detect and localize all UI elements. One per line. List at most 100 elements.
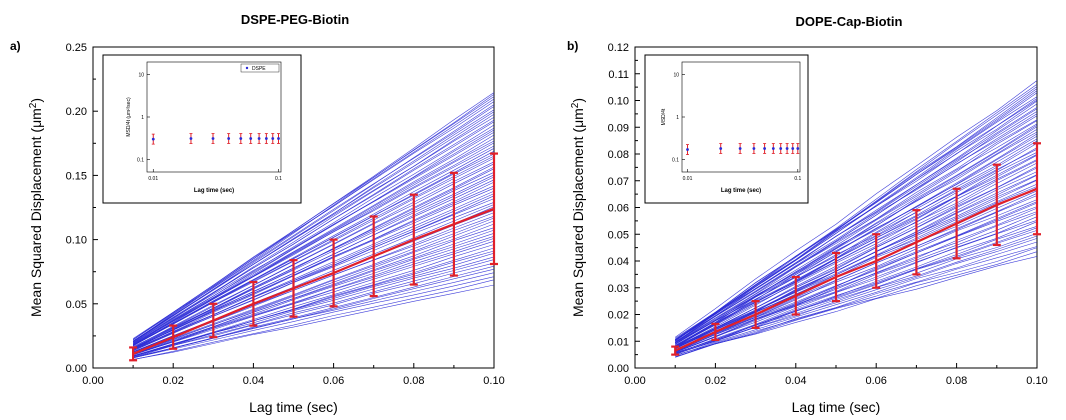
- trajectory-line: [675, 183, 1038, 350]
- inset-y-tick-label: 10: [673, 73, 679, 79]
- inset-data-point: [719, 147, 723, 150]
- trajectory-line: [133, 220, 495, 354]
- inset-data-point: [277, 137, 280, 140]
- trajectory-line: [133, 265, 495, 359]
- x-tick-label: 0.10: [483, 375, 504, 387]
- inset-data-point: [686, 148, 689, 151]
- inset-x-axis-label: Lag time (sec): [194, 188, 234, 194]
- trajectory-line: [132, 92, 495, 343]
- y-tick-label: 0.04: [608, 256, 629, 268]
- trajectory-line: [132, 119, 495, 343]
- inset-x-tick-label: 0.1: [794, 176, 801, 182]
- inset-data-point: [257, 137, 261, 140]
- y-tick-label: 0.10: [66, 235, 87, 247]
- trajectory-line: [132, 187, 495, 349]
- y-axis-label: Mean Squared Displacement (μm2): [28, 98, 45, 317]
- inset-frame: [644, 54, 809, 204]
- mean-series-line: [674, 187, 1038, 352]
- trajectory-line: [675, 140, 1038, 346]
- y-axis-label: Mean Squared Displacement (μm2): [570, 98, 587, 317]
- inset-data-point: [779, 147, 783, 150]
- inset-y-tick-label: 1: [676, 115, 679, 121]
- x-axis-label: Lag time (sec): [792, 399, 881, 415]
- x-tick-label: 0.02: [705, 375, 726, 387]
- x-tick-label: 0.00: [624, 375, 645, 387]
- inset-data-point: [771, 147, 775, 150]
- x-tick-label: 0.08: [946, 375, 967, 387]
- trajectory-line: [675, 179, 1038, 349]
- y-tick-label: 0.01: [608, 336, 629, 348]
- inset-y-axis-label: MSD/4t (μm²/sec): [126, 97, 132, 137]
- trajectory-line: [675, 120, 1038, 344]
- trajectory-line: [675, 207, 1038, 353]
- y-tick-label: 0.12: [608, 42, 629, 54]
- inset-data-point: [239, 137, 243, 140]
- trajectory-line: [675, 84, 1038, 341]
- inset-y-tick-label: 0.1: [672, 157, 679, 163]
- trajectory-line: [132, 161, 495, 347]
- trajectory-line: [675, 251, 1038, 358]
- trajectory-line: [675, 220, 1038, 352]
- trajectory-line: [675, 124, 1038, 344]
- trajectory-line: [675, 247, 1038, 358]
- y-tick-label: 0.00: [66, 363, 87, 375]
- trajectory-line: [675, 201, 1038, 352]
- panel-label: a): [10, 39, 21, 53]
- trajectory-line: [675, 103, 1038, 343]
- trajectory-line: [675, 159, 1038, 348]
- inset-x-tick-label: 0.01: [683, 176, 693, 182]
- trajectory-line: [132, 195, 495, 352]
- y-tick-label: 0.09: [608, 122, 629, 134]
- inset-data-point: [791, 147, 795, 150]
- x-tick-label: 0.04: [243, 375, 264, 387]
- trajectory-line: [675, 221, 1038, 354]
- x-axis-label: Lag time (sec): [249, 399, 338, 415]
- trajectory-line: [132, 134, 495, 346]
- y-tick-label: 0.02: [608, 310, 629, 322]
- y-tick-label: 0.25: [66, 42, 87, 54]
- trajectory-line: [132, 113, 495, 344]
- x-tick-label: 0.04: [785, 375, 806, 387]
- inset-y-tick-label: 0.1: [137, 157, 144, 163]
- trajectory-line: [675, 86, 1038, 342]
- inset-frame: [102, 54, 302, 204]
- trajectory-line: [675, 227, 1038, 355]
- y-tick-label: 0.03: [608, 283, 629, 295]
- inset-data-point: [763, 147, 766, 150]
- trajectory-group: [132, 92, 495, 360]
- x-tick-label: 0.08: [403, 375, 424, 387]
- trajectory-line: [675, 126, 1038, 347]
- trajectory-line: [132, 104, 495, 343]
- trajectory-line: [132, 185, 495, 349]
- trajectory-line: [133, 276, 495, 359]
- trajectory-line: [133, 247, 495, 357]
- trajectory-line: [132, 168, 495, 349]
- y-tick-label: 0.00: [608, 363, 629, 375]
- x-tick-label: 0.02: [162, 375, 183, 387]
- inset-data-point: [227, 137, 231, 140]
- chart-panel-a: DSPE-PEG-Biotin a) 0.00 0.05 0.10 0.15 0.20 0.2…: [10, 12, 505, 415]
- trajectory-line: [133, 262, 495, 357]
- trajectory-line: [132, 142, 495, 346]
- trajectory-line: [132, 94, 495, 342]
- trajectory-line: [675, 241, 1038, 357]
- trajectory-line: [132, 217, 495, 354]
- trajectory-line: [675, 162, 1038, 348]
- x-tick-label: 0.06: [323, 375, 344, 387]
- inset-x-axis-label: Lag time (sec): [721, 188, 761, 194]
- y-tick-label: 0.15: [66, 170, 87, 182]
- trajectory-line: [133, 259, 495, 358]
- inset-data-point: [785, 147, 789, 150]
- inset-data-point: [249, 137, 253, 140]
- inset-legend-marker: [245, 66, 249, 70]
- trajectory-group: [675, 80, 1038, 358]
- trajectory-line: [133, 240, 495, 355]
- trajectory-line: [675, 108, 1038, 343]
- y-tick-label: 0.05: [66, 299, 87, 311]
- trajectory-line: [132, 202, 495, 351]
- inset-data-point: [271, 137, 275, 140]
- chart-title: DOPE-Cap-Biotin: [796, 14, 903, 29]
- inset-data-point: [752, 147, 756, 150]
- trajectory-line: [132, 166, 495, 350]
- trajectory-line: [675, 193, 1038, 352]
